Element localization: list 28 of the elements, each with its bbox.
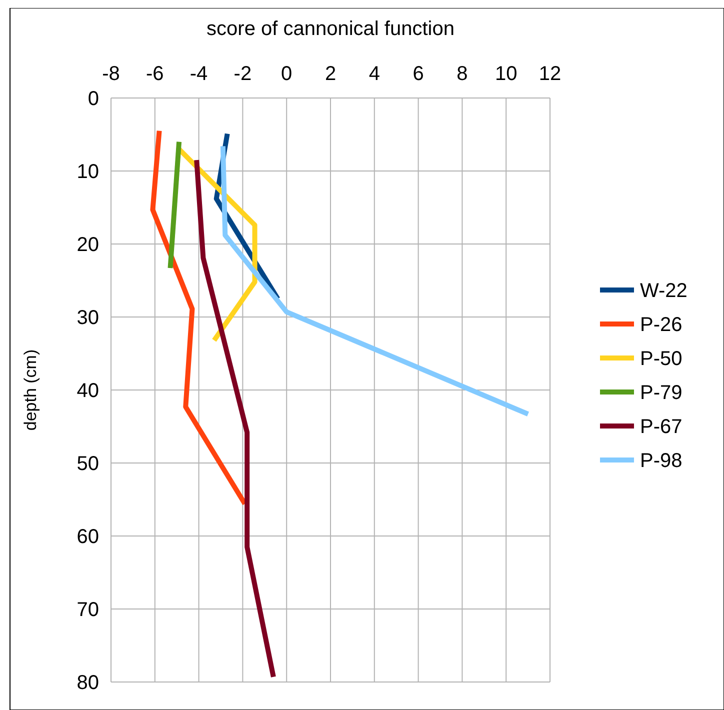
x-tick-label: 10 bbox=[494, 63, 518, 85]
y-tick-label: 80 bbox=[76, 672, 99, 694]
x-tick-label: 0 bbox=[281, 63, 292, 85]
legend-label: P-79 bbox=[640, 382, 682, 404]
legend-label: P-98 bbox=[640, 450, 682, 472]
x-tick-label: -4 bbox=[190, 63, 208, 85]
chart-title: score of cannonical function bbox=[206, 18, 454, 40]
legend-label: W-22 bbox=[640, 280, 688, 302]
legend-label: P-26 bbox=[640, 314, 682, 336]
y-tick-label: 0 bbox=[88, 88, 99, 110]
y-tick-label: 60 bbox=[76, 526, 99, 548]
y-axis-title: depth (cm) bbox=[21, 349, 40, 431]
x-tick-label: -2 bbox=[234, 63, 252, 85]
x-tick-label: 8 bbox=[456, 63, 468, 85]
y-tick-label: 40 bbox=[76, 380, 99, 402]
x-tick-label: 2 bbox=[324, 63, 336, 85]
y-tick-label: 30 bbox=[76, 307, 99, 329]
y-tick-label: 20 bbox=[76, 234, 99, 256]
x-tick-label: 6 bbox=[412, 63, 424, 85]
x-tick-label: 4 bbox=[368, 63, 380, 85]
x-tick-label: 12 bbox=[538, 63, 562, 85]
legend-label: P-50 bbox=[640, 348, 682, 370]
x-tick-label: -8 bbox=[102, 63, 120, 85]
legend-label: P-67 bbox=[640, 416, 682, 438]
y-tick-label: 70 bbox=[76, 599, 99, 621]
y-tick-label: 10 bbox=[76, 161, 99, 183]
y-tick-label: 50 bbox=[76, 453, 99, 475]
x-tick-label: -6 bbox=[146, 63, 164, 85]
